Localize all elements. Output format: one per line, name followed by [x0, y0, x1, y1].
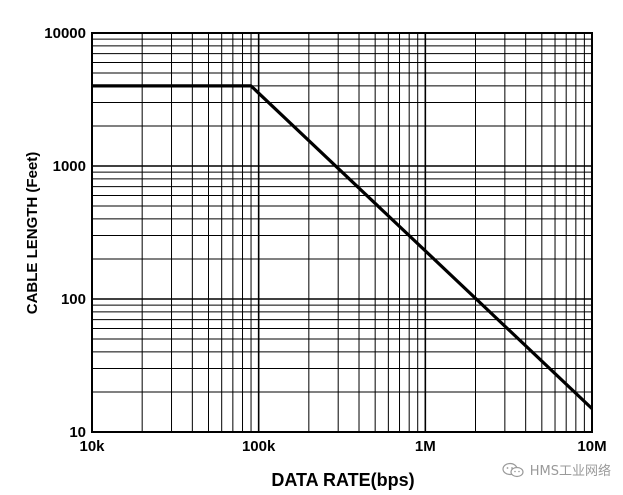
plot-border — [91, 32, 593, 433]
x-tick-label: 10k — [79, 438, 105, 455]
x-tick-label: 10M — [577, 438, 606, 455]
watermark-text: HMS工业网络 — [529, 464, 611, 479]
y-tick-label: 10000 — [44, 25, 86, 42]
x-axis-label: DATA RATE(bps) — [271, 470, 414, 490]
y-axis-label: CABLE LENGTH (Feet) — [24, 152, 41, 315]
series-line — [92, 84, 594, 410]
y-tick-label: 10 — [69, 424, 86, 441]
wechat-icon — [502, 462, 524, 477]
y-tick-label: 100 — [61, 291, 86, 308]
y-tick-label: 1000 — [53, 158, 86, 175]
x-tick-label: 100k — [242, 438, 276, 455]
chart-grid — [92, 33, 592, 432]
chart-series — [92, 84, 594, 410]
y-tick-labels: 10 100 1000 10000 — [44, 25, 86, 441]
chart-frame — [91, 32, 593, 433]
watermark: HMS工业网络 — [502, 460, 611, 479]
x-tick-label: 1M — [415, 438, 436, 455]
x-tick-labels: 10k 100k 1M 10M — [79, 438, 606, 455]
